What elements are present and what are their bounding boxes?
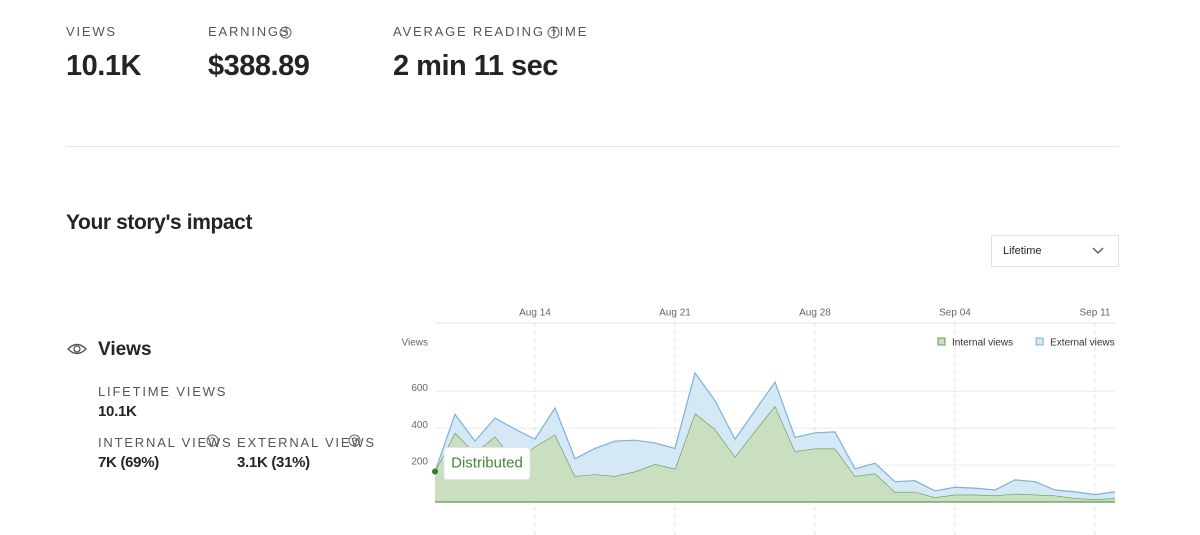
metric-value: 10.1K (98, 403, 137, 420)
help-icon[interactable] (206, 434, 219, 447)
y-tick-label: 200 (411, 457, 428, 468)
metric-label: LIFETIME VIEWS (98, 384, 228, 399)
metric-label: EXTERNAL VIEWS (237, 435, 376, 450)
annotation-text: Distributed (451, 455, 523, 472)
stat-value: 2 min 11 sec (393, 50, 558, 82)
annotation-dot (432, 468, 438, 475)
help-icon[interactable] (348, 434, 361, 447)
area (435, 372, 1115, 500)
metric-value: 3.1K (31%) (237, 454, 310, 471)
stat-value: $388.89 (208, 50, 310, 82)
stat-label: EARNINGS (208, 24, 291, 39)
area (435, 406, 1115, 502)
metric-value: 7K (69%) (98, 454, 159, 471)
x-tick-label: Aug 28 (799, 308, 831, 319)
x-tick-label: Sep 04 (939, 308, 971, 319)
annotation-box (443, 447, 531, 481)
stat-label: AVERAGE READING TIME (393, 24, 589, 39)
range-dropdown[interactable]: Lifetime (991, 235, 1119, 267)
eye-icon (67, 343, 87, 355)
x-tick-label: Aug 21 (659, 308, 691, 319)
section-title: Your story's impact (66, 211, 253, 234)
chevron-icon (1092, 247, 1104, 254)
stat-label: VIEWS (66, 24, 117, 39)
y-tick-label: 600 (411, 383, 428, 394)
legend-label: External views (1050, 338, 1114, 349)
help-icon[interactable] (279, 26, 292, 39)
panel-title: Views (98, 339, 152, 360)
legend-swatch (1035, 337, 1044, 346)
area-line (434, 371, 1116, 496)
divider (66, 146, 1119, 147)
legend-label: Internal views (952, 338, 1013, 349)
dropdown-label: Lifetime (1003, 245, 1042, 257)
x-tick-label: Sep 11 (1080, 308, 1111, 319)
legend-swatch (937, 337, 946, 346)
metric-label: INTERNAL VIEWS (98, 435, 233, 450)
stat-value: 10.1K (66, 50, 141, 82)
x-tick-label: Aug 14 (519, 308, 551, 319)
help-icon[interactable] (547, 26, 560, 39)
y-axis-label: Views (402, 338, 429, 349)
y-tick-label: 400 (411, 420, 428, 431)
